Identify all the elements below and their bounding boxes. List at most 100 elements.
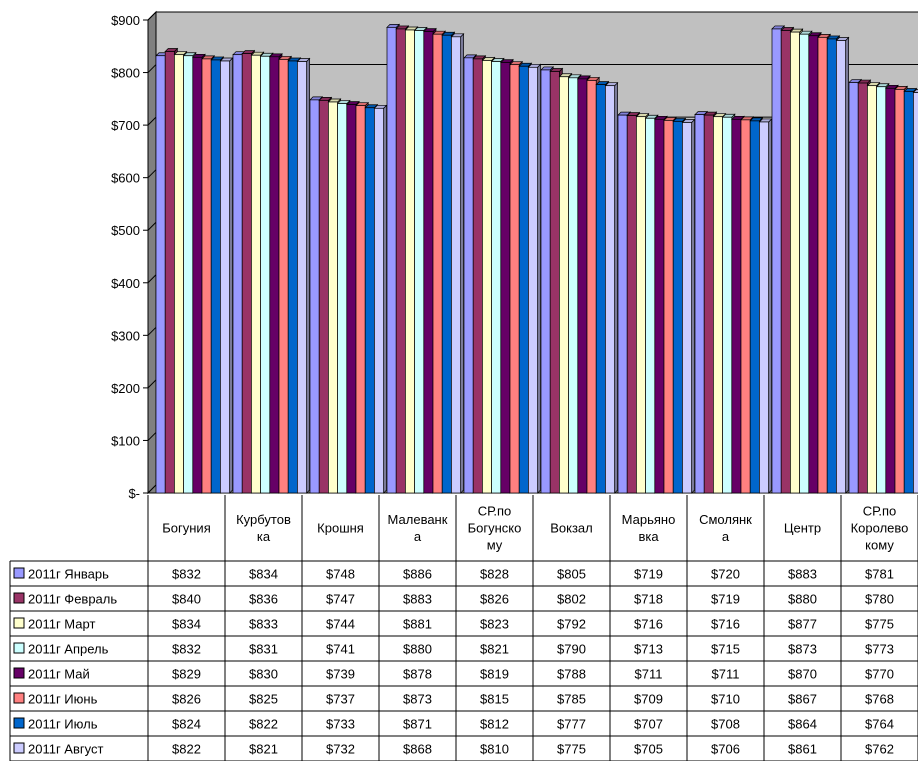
data-value: $739 xyxy=(326,667,355,682)
data-value: $773 xyxy=(865,642,894,657)
data-value: $834 xyxy=(172,617,201,632)
bar xyxy=(432,33,443,494)
data-value: $880 xyxy=(403,642,432,657)
data-value: $777 xyxy=(557,717,586,732)
bar-side xyxy=(537,63,541,494)
data-value: $711 xyxy=(635,667,663,682)
bar xyxy=(694,114,705,494)
bar xyxy=(894,89,905,494)
data-value: $732 xyxy=(326,742,355,757)
bar-4-8 xyxy=(450,32,465,494)
data-value: $719 xyxy=(634,567,663,582)
bar xyxy=(559,76,569,494)
bar xyxy=(826,38,837,494)
bar xyxy=(549,71,560,494)
data-value: $878 xyxy=(403,667,432,682)
bar xyxy=(164,51,175,494)
bar xyxy=(682,122,692,494)
data-value: $861 xyxy=(788,742,817,757)
bar xyxy=(740,119,751,494)
bar xyxy=(451,36,461,494)
legend-label: 2011г Июнь xyxy=(28,692,98,707)
bar xyxy=(617,114,628,494)
side-wall xyxy=(147,10,157,495)
y-tick-label: $200 xyxy=(111,381,140,396)
y-tick-label: $400 xyxy=(111,276,140,291)
data-value: $709 xyxy=(634,692,663,707)
data-value: $883 xyxy=(788,567,817,582)
bar xyxy=(155,55,166,494)
bar xyxy=(540,69,551,494)
bar xyxy=(586,80,597,494)
category-label: Центр xyxy=(784,521,821,536)
data-value: $719 xyxy=(711,592,740,607)
data-value: $868 xyxy=(403,742,432,757)
bar xyxy=(867,85,877,494)
data-value: $805 xyxy=(557,567,586,582)
bar xyxy=(903,91,914,494)
legend-swatch xyxy=(13,592,25,604)
legend-swatch xyxy=(13,567,25,579)
bar xyxy=(663,120,674,494)
bar xyxy=(472,58,483,494)
bar xyxy=(528,66,538,494)
category-label: Смолянк xyxy=(699,512,752,527)
data-value: $880 xyxy=(788,592,817,607)
bar xyxy=(626,115,637,494)
bar xyxy=(395,28,406,494)
data-value: $748 xyxy=(326,567,355,582)
bar xyxy=(605,85,615,494)
bar-side xyxy=(306,57,310,494)
data-value: $780 xyxy=(865,592,894,607)
gridline-side xyxy=(147,116,157,126)
data-value: $826 xyxy=(480,592,509,607)
data-value: $832 xyxy=(172,642,201,657)
data-value: $737 xyxy=(326,692,355,707)
bar xyxy=(251,54,261,494)
bar xyxy=(799,33,810,494)
legend-label: 2011г Апрель xyxy=(28,642,109,657)
gridline-side xyxy=(147,432,157,441)
data-value: $840 xyxy=(172,592,201,607)
data-value: $886 xyxy=(403,567,432,582)
bar-7-8 xyxy=(681,118,696,494)
bar xyxy=(491,61,502,494)
category-label: Богуния xyxy=(162,521,210,536)
bar-6-8 xyxy=(604,81,619,494)
legend-swatch xyxy=(13,742,25,754)
bar xyxy=(309,99,320,494)
gridline-side xyxy=(147,64,157,73)
legend-swatch xyxy=(13,642,25,654)
bar xyxy=(183,55,194,494)
category-label: а xyxy=(414,529,422,544)
bar xyxy=(568,77,579,494)
legend-swatch xyxy=(13,667,25,679)
category-label: вка xyxy=(638,529,659,544)
bar xyxy=(876,86,887,494)
data-value: $821 xyxy=(249,742,278,757)
bar-3-8 xyxy=(373,104,388,494)
bar xyxy=(913,92,918,494)
bar xyxy=(885,87,896,494)
data-value: $713 xyxy=(634,642,663,657)
data-value: $707 xyxy=(634,717,663,732)
data-value: $822 xyxy=(172,742,201,757)
gridline-side xyxy=(147,379,157,389)
data-value: $864 xyxy=(788,717,817,732)
category-label: Марьяно xyxy=(622,512,676,527)
data-value: $822 xyxy=(249,717,278,732)
data-value: $834 xyxy=(249,567,278,582)
data-value: $710 xyxy=(711,692,740,707)
category-label: кому xyxy=(865,538,894,553)
legend-label: 2011г Август xyxy=(28,742,103,757)
bar xyxy=(636,116,646,494)
legend-label: 2011г Февраль xyxy=(28,592,117,607)
bar xyxy=(731,118,742,494)
category-label: Малеванк xyxy=(388,512,448,527)
gridline-side xyxy=(147,169,157,179)
bar xyxy=(297,61,307,494)
bar-side xyxy=(229,57,233,494)
bar-side xyxy=(460,32,464,494)
bar xyxy=(210,59,221,494)
y-tick-label: $500 xyxy=(111,223,140,238)
